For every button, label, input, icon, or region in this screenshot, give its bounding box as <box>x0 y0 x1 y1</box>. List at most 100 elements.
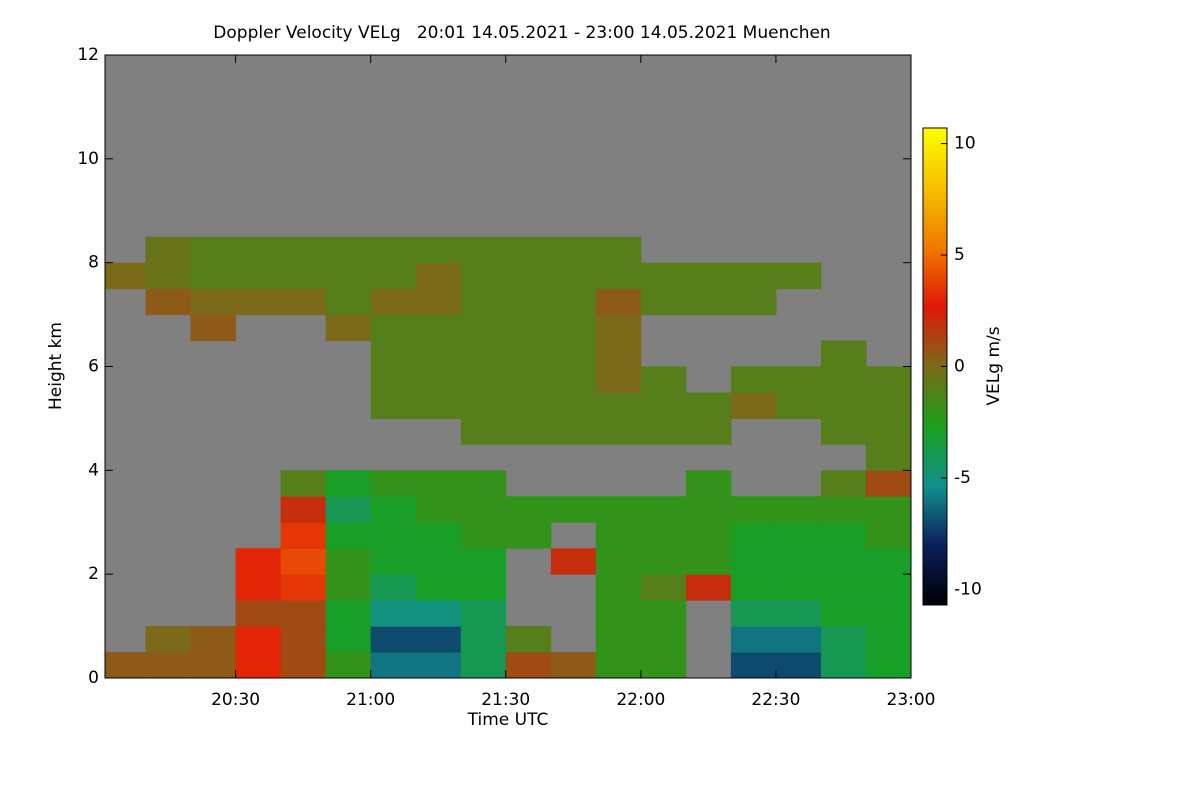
heatmap-cell <box>865 470 911 497</box>
heatmap-cell <box>415 574 462 601</box>
heatmap-cell <box>370 496 417 523</box>
heatmap-cell <box>550 236 597 264</box>
y-tick-label: 12 <box>77 45 99 65</box>
colorbar-tick-label: 0 <box>954 357 965 377</box>
y-tick-label: 10 <box>77 149 99 169</box>
heatmap-cell <box>325 522 372 549</box>
heatmap-cell <box>730 652 777 678</box>
heatmap-cell <box>370 470 417 497</box>
heatmap-cell <box>865 496 911 523</box>
heatmap-cell <box>145 236 192 264</box>
x-tick-label: 23:00 <box>887 690 936 710</box>
heatmap-cell <box>325 652 372 678</box>
heatmap-cell <box>865 366 911 393</box>
heatmap-cell <box>190 652 237 678</box>
heatmap-cell <box>820 652 867 678</box>
heatmap-cell <box>460 548 507 575</box>
heatmap-cell <box>550 548 597 575</box>
heatmap-cell <box>865 548 911 575</box>
heatmap-cell <box>370 600 417 627</box>
heatmap-cell <box>145 288 192 316</box>
heatmap-cell <box>505 496 552 523</box>
heatmap-cell <box>550 262 597 290</box>
heatmap-cell <box>640 600 687 627</box>
heatmap-cell <box>415 548 462 575</box>
heatmap-cell <box>595 366 642 393</box>
heatmap-cell <box>775 496 822 523</box>
heatmap-cell <box>640 262 687 290</box>
heatmap-cell <box>105 262 147 290</box>
heatmap-cell <box>370 288 417 316</box>
heatmap-cell <box>280 548 327 575</box>
heatmap-cell <box>865 392 911 419</box>
heatmap-cell <box>460 262 507 290</box>
heatmap-cell <box>865 600 911 627</box>
heatmap-cell <box>775 522 822 549</box>
heatmap-cell <box>595 340 642 367</box>
heatmap-cell <box>865 444 911 471</box>
heatmap-cell <box>730 522 777 549</box>
heatmap-cell <box>865 652 911 678</box>
heatmap-cell <box>775 574 822 601</box>
heatmap-cell <box>235 236 282 264</box>
heatmap-cell <box>325 288 372 316</box>
heatmap-cell <box>730 548 777 575</box>
y-tick-label: 8 <box>88 253 99 273</box>
x-tick-label: 22:30 <box>751 690 800 710</box>
heatmap-cell <box>550 392 597 419</box>
heatmap-cell <box>280 626 327 653</box>
heatmap-cell <box>640 418 687 445</box>
heatmap-cell <box>415 470 462 497</box>
heatmap-cell <box>505 314 552 342</box>
heatmap-cell <box>460 600 507 627</box>
chart-title: Doppler Velocity VELg 20:01 14.05.2021 -… <box>213 23 830 43</box>
heatmap-cell <box>820 392 867 419</box>
heatmap-cell <box>505 262 552 290</box>
heatmap-cell <box>325 262 372 290</box>
heatmap-cell <box>190 626 237 653</box>
heatmap-cell <box>640 392 687 419</box>
heatmap-cell <box>460 288 507 316</box>
heatmap-cell <box>460 392 507 419</box>
heatmap-cell <box>325 470 372 497</box>
heatmap-cell <box>595 548 642 575</box>
heatmap-cell <box>820 496 867 523</box>
heatmap-cell <box>730 600 777 627</box>
heatmap-cell <box>685 496 732 523</box>
heatmap-cell <box>460 340 507 367</box>
heatmap-cell <box>460 574 507 601</box>
heatmap-cell <box>235 574 282 601</box>
heatmap-cell <box>460 470 507 497</box>
y-tick-label: 0 <box>88 668 99 688</box>
heatmap-cell <box>190 288 237 316</box>
heatmap-cell <box>280 288 327 316</box>
heatmap-cell <box>685 522 732 549</box>
heatmap-cell <box>235 652 282 678</box>
heatmap-cell <box>415 626 462 653</box>
heatmap-cell <box>415 652 462 678</box>
heatmap-cell <box>235 548 282 575</box>
heatmap-cell <box>325 574 372 601</box>
heatmap-cell <box>280 652 327 678</box>
heatmap-cell <box>775 366 822 393</box>
heatmap-cell <box>550 366 597 393</box>
heatmap-cell <box>280 470 327 497</box>
heatmap-cell <box>775 600 822 627</box>
heatmap-cell <box>505 340 552 367</box>
heatmap-cell <box>730 574 777 601</box>
heatmap-cell <box>685 470 732 497</box>
heatmap-cell <box>685 392 732 419</box>
heatmap-cell <box>595 314 642 342</box>
heatmap-cell <box>595 418 642 445</box>
heatmap-cell <box>460 496 507 523</box>
heatmap-cell <box>190 236 237 264</box>
heatmap-cell <box>595 392 642 419</box>
heatmap-cell <box>145 626 192 653</box>
heatmap-cell <box>595 262 642 290</box>
heatmap-cell <box>640 288 687 316</box>
heatmap-cell <box>235 600 282 627</box>
heatmap-cell <box>325 548 372 575</box>
heatmap-cell <box>190 262 237 290</box>
heatmap-cell <box>235 262 282 290</box>
